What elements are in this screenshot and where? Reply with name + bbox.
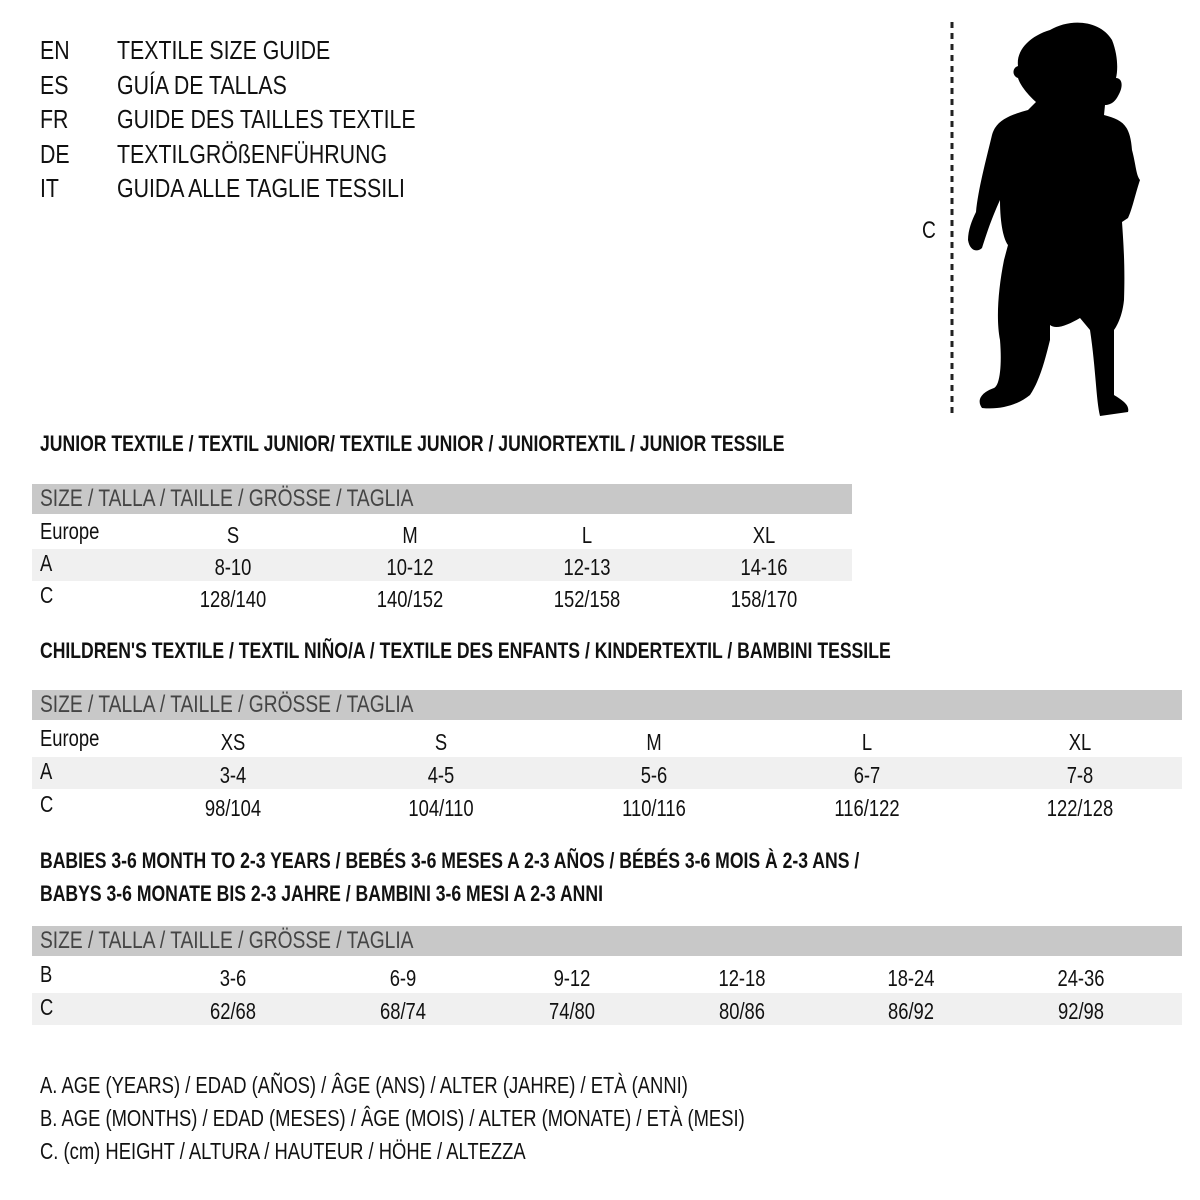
table-cell: M: [402, 522, 418, 548]
table-row: A 8-10 10-12 12-13 14-16: [32, 549, 852, 581]
size-header-bar: SIZE / TALLA / TAILLE / GRÖSSE / TAGLIA: [32, 484, 852, 514]
guide-title: TEXTILE SIZE GUIDE: [117, 35, 331, 65]
table-row: A 3-4 4-5 5-6 6-7 7-8: [32, 757, 1182, 789]
table-cell: 12-13: [563, 554, 611, 580]
row-label: Europe: [40, 725, 100, 751]
height-measure-label: C: [922, 217, 936, 244]
table-cell: 158/170: [730, 586, 798, 612]
guide-title: TEXTILGRÖßENFÜHRUNG: [117, 138, 388, 169]
table-cell: L: [861, 729, 873, 755]
table-cell: 6-7: [853, 762, 881, 788]
row-label: C: [40, 994, 54, 1020]
table-cell: 4-5: [427, 762, 455, 788]
table-row: Europe S M L XL: [32, 517, 852, 549]
language-code: ES: [40, 69, 69, 100]
table-row: C 128/140 140/152 152/158 158/170: [32, 581, 852, 613]
table-cell: S: [226, 522, 240, 548]
guide-title: GUIDA ALLE TAGLIE TESSILI: [117, 173, 405, 203]
legend-item: A. AGE (YEARS) / EDAD (AÑOS) / ÂGE (ANS)…: [40, 1072, 688, 1098]
table-cell: 24-36: [1057, 965, 1105, 991]
child-silhouette-icon: [950, 22, 1140, 417]
size-header-bar: SIZE / TALLA / TAILLE / GRÖSSE / TAGLIA: [32, 926, 1182, 956]
table-cell: 92/98: [1057, 998, 1105, 1024]
table-cell: 98/104: [204, 795, 262, 821]
size-header-label: SIZE / TALLA / TAILLE / GRÖSSE / TAGLIA: [40, 691, 414, 718]
legend-item: B. AGE (MONTHS) / EDAD (MESES) / ÂGE (MO…: [40, 1105, 745, 1131]
table-cell: L: [581, 522, 593, 548]
table-cell: 8-10: [214, 554, 252, 580]
language-code: FR: [40, 104, 69, 134]
row-label: A: [40, 758, 53, 784]
table-cell: 3-4: [219, 762, 247, 788]
section-title: JUNIOR TEXTILE / TEXTIL JUNIOR/ TEXTILE …: [40, 431, 785, 456]
section-title: CHILDREN'S TEXTILE / TEXTIL NIÑO/A / TEX…: [40, 638, 891, 663]
table-row: B 3-6 6-9 9-12 12-18 18-24 24-36: [32, 960, 1182, 992]
table-cell: 6-9: [389, 965, 417, 991]
table-cell: XS: [220, 729, 246, 755]
legend-item: C. (cm) HEIGHT / ALTURA / HAUTEUR / HÖHE…: [40, 1138, 526, 1164]
language-code: IT: [40, 173, 59, 203]
table-cell: 152/158: [553, 586, 621, 612]
table-cell: 9-12: [553, 965, 591, 991]
table-cell: XL: [752, 522, 776, 548]
table-cell: 74/80: [548, 998, 596, 1024]
guide-title: GUÍA DE TALLAS: [117, 69, 287, 100]
table-cell: 3-6: [219, 965, 247, 991]
size-header-bar: SIZE / TALLA / TAILLE / GRÖSSE / TAGLIA: [32, 690, 1182, 720]
table-cell: 116/122: [834, 795, 900, 821]
guide-title: GUIDE DES TAILLES TEXTILE: [117, 104, 416, 134]
table-cell: S: [434, 729, 448, 755]
table-cell: 7-8: [1066, 762, 1094, 788]
table-cell: 122/128: [1046, 795, 1114, 821]
table-cell: 140/152: [376, 586, 444, 612]
table-row: C 62/68 68/74 74/80 80/86 86/92 92/98: [32, 993, 1182, 1025]
table-cell: 62/68: [209, 998, 257, 1024]
table-cell: 110/116: [622, 795, 686, 821]
table-row: C 98/104 104/110 110/116 116/122 122/128: [32, 790, 1182, 822]
row-label: A: [40, 550, 53, 576]
size-header-label: SIZE / TALLA / TAILLE / GRÖSSE / TAGLIA: [40, 927, 414, 954]
size-header-label: SIZE / TALLA / TAILLE / GRÖSSE / TAGLIA: [40, 485, 414, 512]
row-label: Europe: [40, 518, 100, 544]
language-code: DE: [40, 138, 70, 169]
table-cell: 12-18: [718, 965, 766, 991]
language-code: EN: [40, 35, 70, 65]
table-cell: 128/140: [199, 586, 267, 612]
table-cell: 10-12: [386, 554, 434, 580]
row-label: B: [40, 961, 53, 987]
table-cell: 5-6: [640, 762, 668, 788]
section-title: BABYS 3-6 MONATE BIS 2-3 JAHRE / BAMBINI…: [40, 881, 603, 906]
table-cell: 14-16: [740, 554, 788, 580]
table-cell: M: [646, 729, 662, 755]
table-cell: 86/92: [887, 998, 935, 1024]
table-row: Europe XS S M L XL: [32, 724, 1182, 756]
table-cell: 80/86: [718, 998, 766, 1024]
row-label: C: [40, 791, 54, 817]
table-cell: 104/110: [408, 795, 474, 821]
table-cell: 68/74: [379, 998, 427, 1024]
table-cell: 18-24: [887, 965, 935, 991]
table-cell: XL: [1068, 729, 1092, 755]
row-label: C: [40, 582, 54, 608]
section-title: BABIES 3-6 MONTH TO 2-3 YEARS / BEBÉS 3-…: [40, 848, 860, 873]
